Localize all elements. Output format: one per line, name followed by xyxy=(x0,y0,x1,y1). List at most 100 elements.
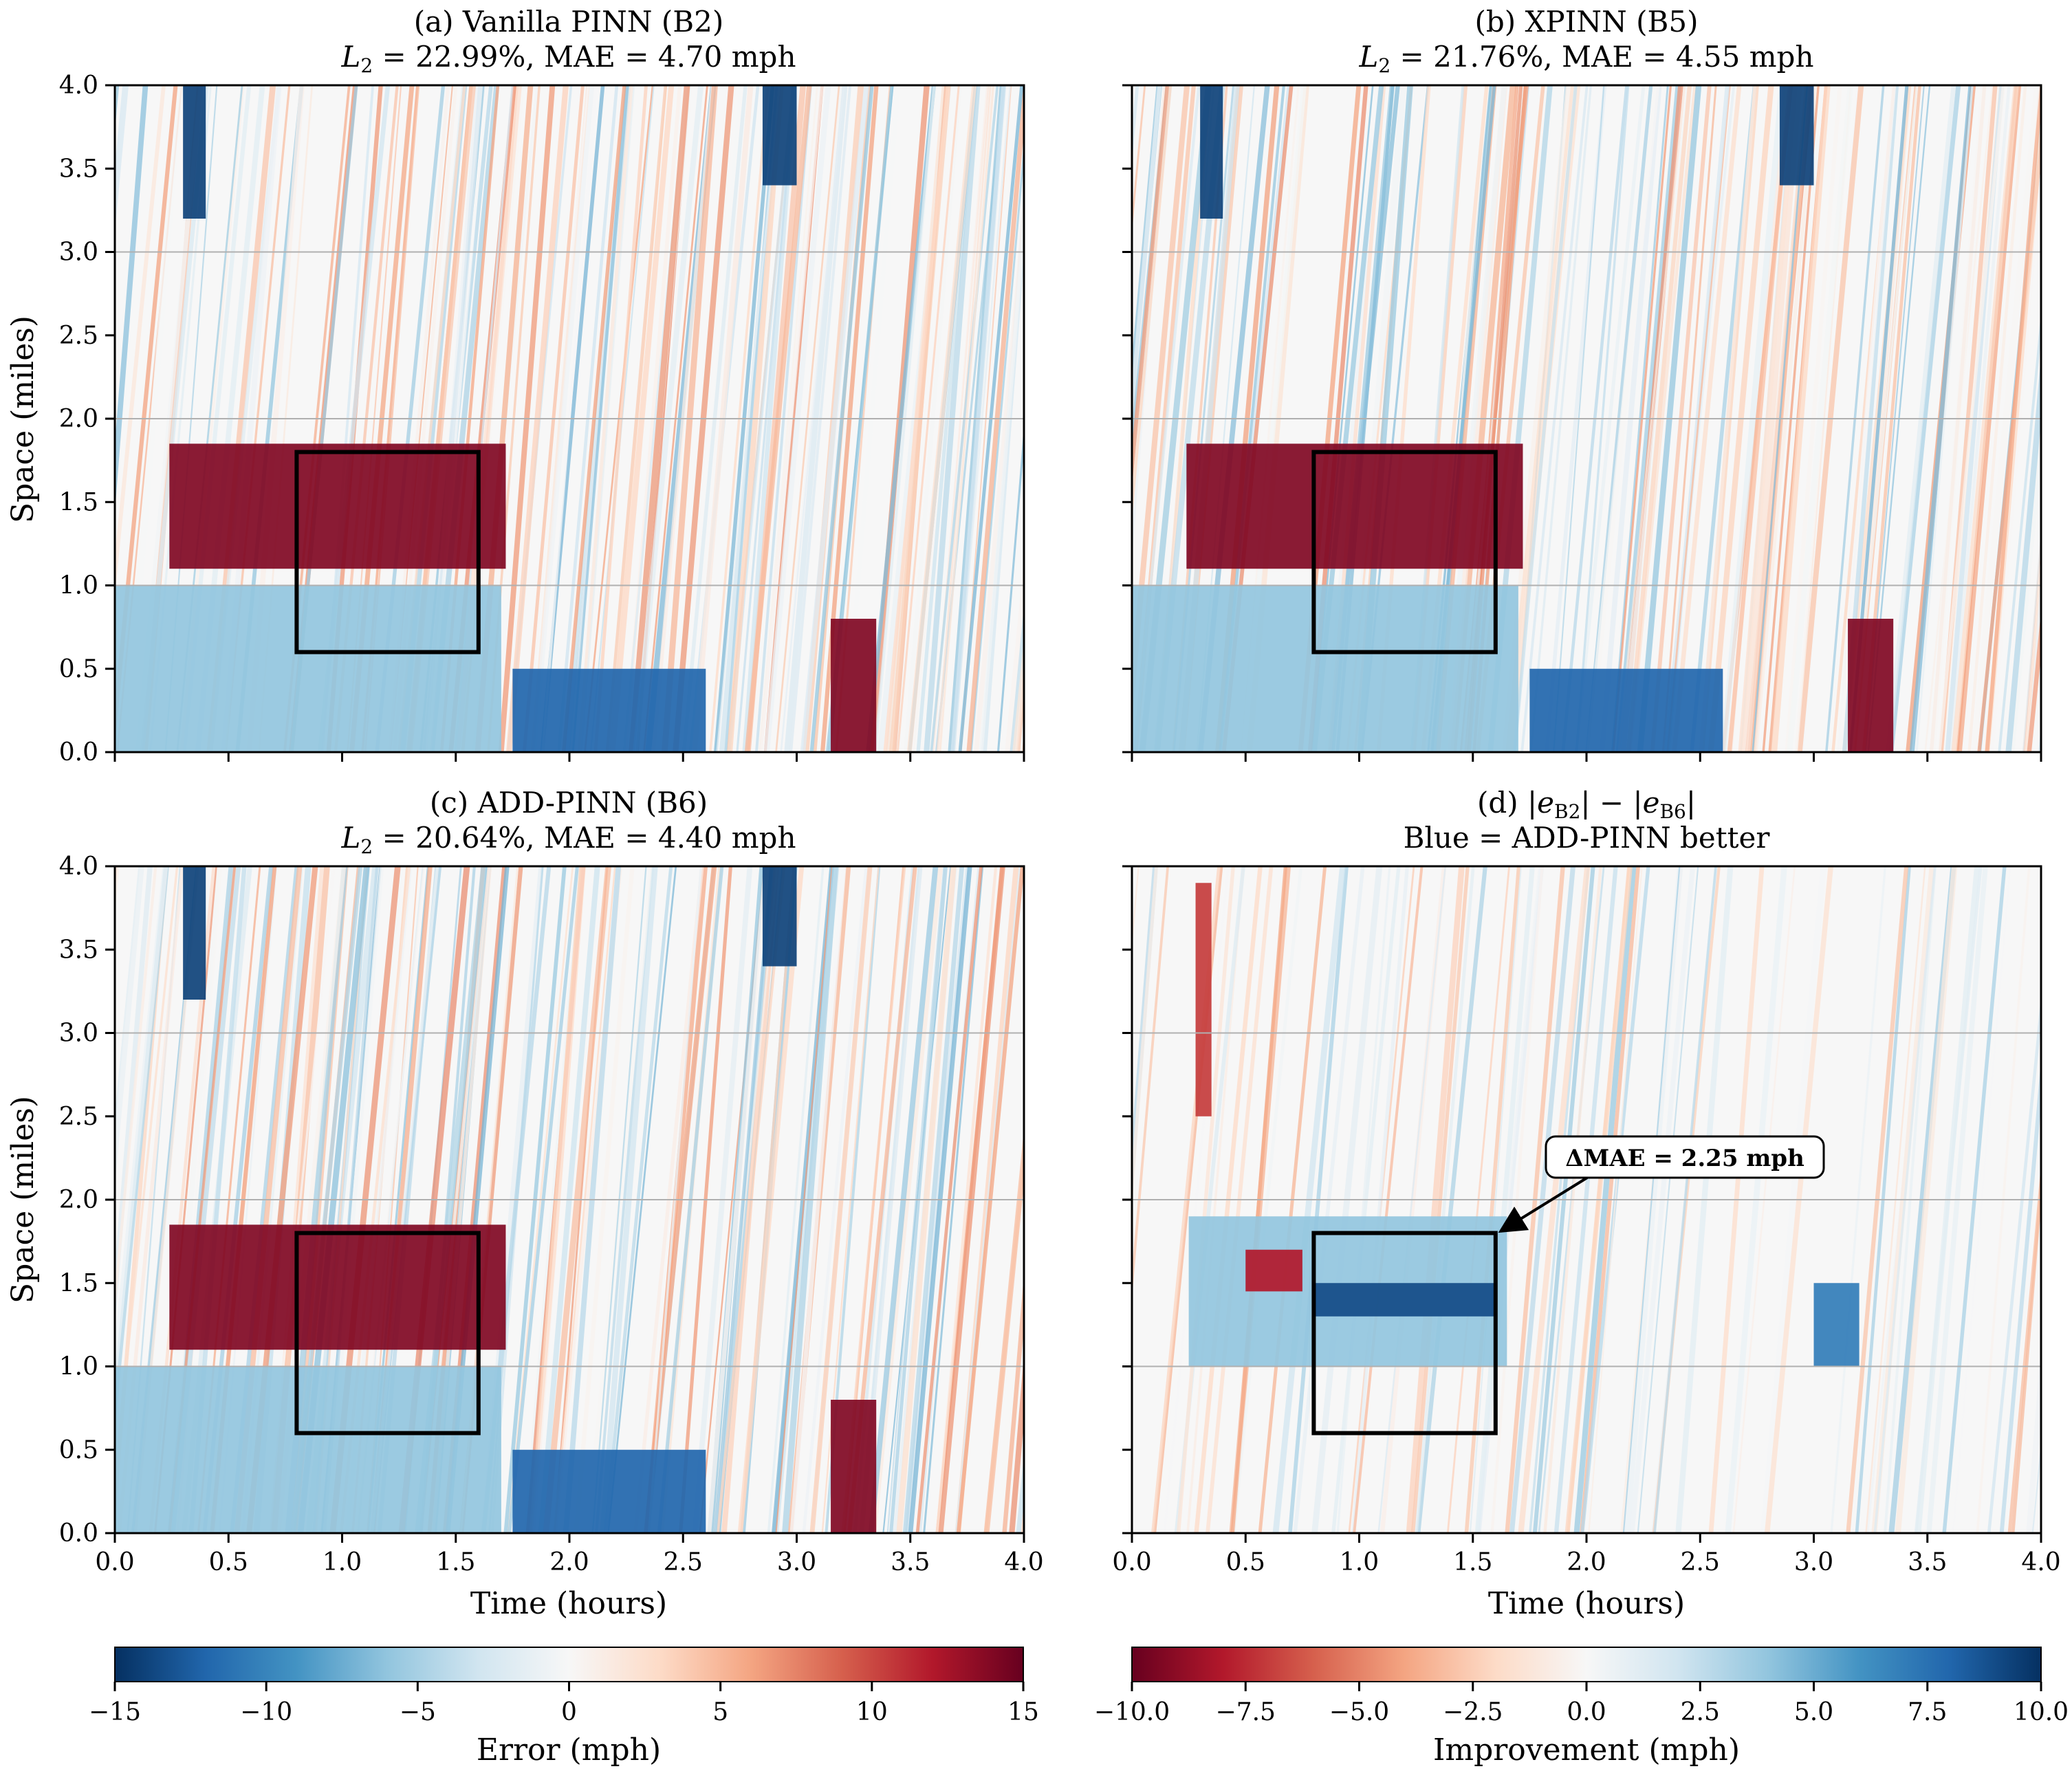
panel-b-title: (b) XPINN (B5) xyxy=(1475,5,1699,38)
x-tick-label: 1.0 xyxy=(1340,1548,1379,1576)
y-tick-label: 4.0 xyxy=(59,72,98,100)
panel-d-subtitle: Blue = ADD-PINN better xyxy=(1404,821,1771,855)
y-tick-label: 3.0 xyxy=(59,1020,98,1048)
x-tick-label: 2.0 xyxy=(549,1548,589,1576)
heatmap-region xyxy=(183,866,206,1000)
colorbar-improvement-label: Improvement (mph) xyxy=(1433,1732,1740,1768)
heatmap-stripe xyxy=(2026,1343,2041,1533)
colorbar-tick-label: 0.0 xyxy=(1567,1698,1606,1726)
heatmap-region xyxy=(1779,85,1814,186)
heatmap-region xyxy=(512,1449,706,1533)
x-tick-label: 0.0 xyxy=(1112,1548,1151,1576)
heatmap-stripe xyxy=(1005,558,1024,752)
heatmap-stripe xyxy=(1021,1500,1024,1533)
y-tick-label: 3.5 xyxy=(59,155,98,183)
panel-c-plot: 0.00.0 0.5 0.5 1.0 1.0 1.5 1.5 2.0 2.0 2.5 2.5 3.0 3… xyxy=(59,852,1044,1576)
x-tick-label: 3.5 xyxy=(891,1548,930,1576)
heatmap-stripe xyxy=(1002,1273,1024,1533)
colorbar-tick-label: 5.0 xyxy=(1794,1698,1833,1726)
highlight-box xyxy=(294,1231,481,1436)
colorbar-error-gradient xyxy=(114,1647,1024,1682)
heatmap-region xyxy=(762,866,797,967)
y-tick-label: 0.5 xyxy=(59,655,98,683)
x-tick-label: 0.5 xyxy=(209,1548,248,1576)
panel-d-plot: 0.0 0.5 1.0 1.5 2.0 2.5 3.0 3.5 4.0 xyxy=(1064,865,2061,1576)
x-tick-label: 1.0 xyxy=(323,1548,362,1576)
colorbar-tick-label: −10.0 xyxy=(1094,1698,1170,1726)
heatmap-stripe xyxy=(1132,85,1162,431)
heatmap-stripe xyxy=(1022,728,1024,752)
colorbar-tick-label: 15 xyxy=(1007,1698,1039,1726)
x-tick-label: 0.5 xyxy=(1226,1548,1265,1576)
heatmap-region xyxy=(1313,1283,1496,1317)
x-tick-label: 2.5 xyxy=(664,1548,703,1576)
y-tick-label: 0.0 xyxy=(59,1519,98,1548)
x-tick-label: 4.0 xyxy=(1004,1548,1043,1576)
panel-d-xlabel: Time (hours) xyxy=(1488,1586,1685,1621)
x-tick-label: 1.5 xyxy=(436,1548,475,1576)
colorbar-tick-label: 10 xyxy=(856,1698,888,1726)
heatmap-stripe xyxy=(2027,571,2041,752)
heatmap-stripe xyxy=(115,866,144,1187)
heatmap-stripe xyxy=(1067,866,1126,1533)
x-tick-label: 2.0 xyxy=(1567,1548,1606,1576)
heatmap-region xyxy=(831,1400,877,1533)
panel-b-plot xyxy=(1064,84,2042,762)
panel-c-title: (c) ADD-PINN (B6) xyxy=(430,786,708,820)
heatmap-stripe xyxy=(1064,866,1120,1533)
heatmap-stripe xyxy=(1064,85,1124,752)
x-tick-label: 1.5 xyxy=(1453,1548,1492,1576)
panel-a-ylabel: Space (miles) xyxy=(6,316,41,523)
heatmap-region xyxy=(169,443,506,569)
highlight-box xyxy=(1311,1231,1498,1436)
heatmap-region xyxy=(1195,883,1212,1116)
x-tick-label: 4.0 xyxy=(2021,1548,2060,1576)
heatmap-region xyxy=(1132,585,1518,752)
heatmap-stripe xyxy=(1012,637,1024,752)
x-tick-label: 3.0 xyxy=(777,1548,816,1576)
annotation-text: ΔMAE = 2.25 mph xyxy=(1565,1145,1804,1172)
y-tick-label: 2.0 xyxy=(59,405,98,433)
panel-c-xlabel: Time (hours) xyxy=(470,1586,667,1621)
colorbar-tick-label: 5 xyxy=(712,1698,728,1726)
heatmap-region xyxy=(512,668,706,752)
y-tick-label: 2.5 xyxy=(59,1103,98,1131)
y-tick-label: 2.0 xyxy=(59,1186,98,1214)
panel-b-subtitle: L2 = 21.76%, MAE = 4.55 mph xyxy=(1358,40,1813,77)
heatmap-region xyxy=(762,85,797,186)
colorbar-tick-label: −15 xyxy=(89,1698,141,1726)
colorbar-tick-label: 0 xyxy=(561,1698,577,1726)
x-tick-label: 3.0 xyxy=(1794,1548,1833,1576)
heatmap-region xyxy=(1245,1249,1302,1292)
y-tick-label: 1.5 xyxy=(59,488,98,516)
x-tick-label: 3.5 xyxy=(1908,1548,1947,1576)
heatmap-stripe xyxy=(1132,866,1159,1209)
panel-a-title: (a) Vanilla PINN (B2) xyxy=(414,5,723,38)
heatmap-region xyxy=(1529,668,1723,752)
panel-a-subtitle: L2 = 22.99%, MAE = 4.70 mph xyxy=(340,40,796,77)
x-tick-label: 2.5 xyxy=(1681,1548,1720,1576)
heatmap-region xyxy=(1848,619,1894,752)
colorbar-tick-label: −5.0 xyxy=(1329,1698,1389,1726)
y-tick-label: 1.0 xyxy=(59,572,98,600)
y-tick-label: 3.0 xyxy=(59,239,98,267)
heatmap-stripe xyxy=(1022,1507,1024,1533)
heatmap-region xyxy=(115,585,501,752)
highlight-box xyxy=(294,450,481,654)
heatmap-region xyxy=(115,1366,501,1533)
panel-c-ylabel: Space (miles) xyxy=(6,1096,41,1304)
delta-mae-annotation: ΔMAE = 2.25 mph xyxy=(1498,1135,1825,1233)
y-tick-label: 1.0 xyxy=(59,1353,98,1381)
colorbar-error-label: Error (mph) xyxy=(477,1732,661,1768)
heatmap-stripe xyxy=(1016,1453,1024,1533)
y-tick-label: 0.5 xyxy=(59,1436,98,1464)
heatmap-stripe xyxy=(996,1177,1024,1533)
panel-d-title: (d) |eB2| − |eB6| xyxy=(1477,786,1696,823)
heatmap-region xyxy=(169,1224,506,1350)
x-tick-label: 0.0 xyxy=(95,1548,134,1576)
annotation-arrow xyxy=(1498,1176,1589,1233)
y-tick-label: 4.0 xyxy=(59,852,98,881)
colorbar-tick-label: 7.5 xyxy=(1908,1698,1947,1726)
annotation-box xyxy=(1545,1135,1825,1179)
heatmap-region xyxy=(831,619,877,752)
